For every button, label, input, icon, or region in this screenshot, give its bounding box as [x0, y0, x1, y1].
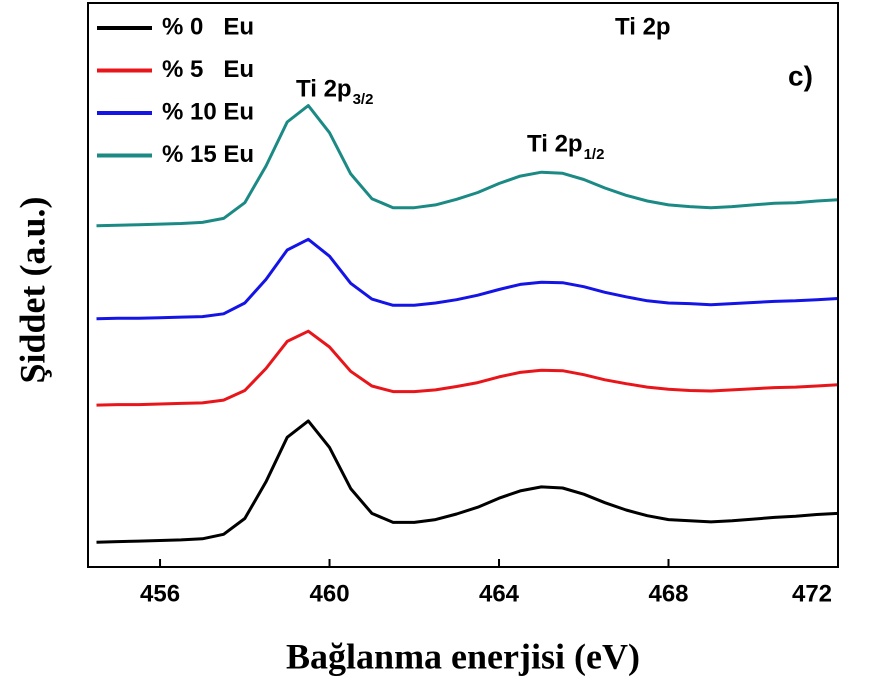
x-axis-title: Bağlanma enerjisi (eV)	[286, 636, 640, 676]
data-line	[96, 329, 839, 407]
data-line	[96, 419, 839, 544]
legend-label: % 0 Eu	[162, 13, 254, 40]
data-line	[96, 104, 839, 228]
legend-label: % 5 Eu	[162, 56, 254, 83]
annotation: Ti 2p	[296, 75, 352, 102]
legend-label: % 15 Eu	[162, 141, 254, 168]
annotation: Ti 2p	[527, 130, 583, 157]
data-line	[96, 237, 839, 321]
annotation: Ti 2p	[615, 13, 671, 40]
x-tick-label: 456	[140, 580, 180, 607]
annotation: c)	[788, 60, 813, 91]
annotation-subscript: 3/2	[353, 91, 374, 108]
y-axis-title: Şiddet (a.u.)	[12, 196, 52, 383]
plot-frame	[87, 2, 839, 568]
x-tick-label: 468	[648, 580, 688, 607]
x-tick-label: 460	[310, 580, 350, 607]
x-tick-label: 472	[792, 580, 832, 607]
annotation-subscript: 1/2	[584, 146, 605, 163]
x-tick-label: 464	[479, 580, 520, 607]
legend-label: % 10 Eu	[162, 98, 254, 125]
